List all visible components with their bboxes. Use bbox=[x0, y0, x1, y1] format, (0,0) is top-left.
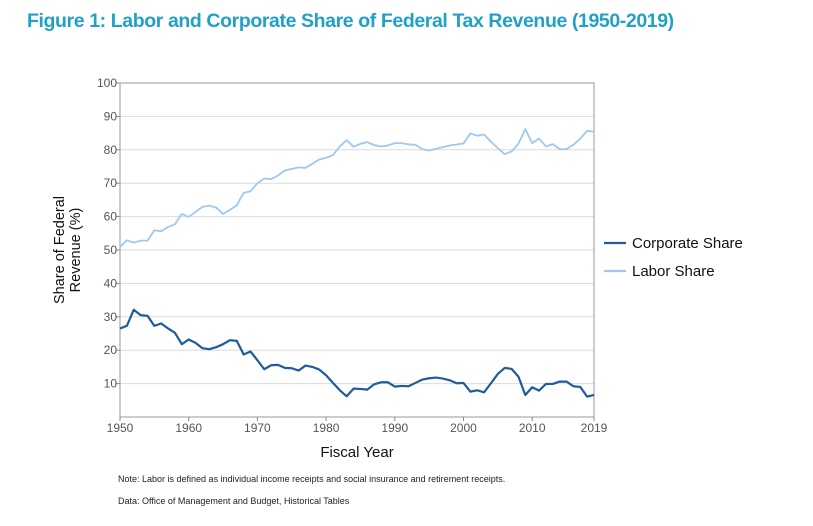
y-tick-label: 10 bbox=[104, 377, 118, 391]
x-tick-label: 1970 bbox=[244, 421, 271, 435]
x-tick-label: 1980 bbox=[313, 421, 340, 435]
legend-label: Corporate Share bbox=[632, 235, 743, 252]
y-tick-label: 40 bbox=[104, 276, 118, 290]
y-tick-label: 50 bbox=[104, 243, 118, 257]
x-tick-label: 1960 bbox=[175, 421, 202, 435]
y-axis-label: Share of FederalRevenue (%) bbox=[52, 196, 84, 304]
y-tick-label: 100 bbox=[97, 76, 117, 90]
y-tick-label: 20 bbox=[104, 343, 118, 357]
x-tick-label: 2010 bbox=[519, 421, 546, 435]
note-text: Note: Labor is defined as individual inc… bbox=[118, 474, 506, 484]
series-line-labor-share bbox=[119, 128, 595, 248]
series-line-corporate-share bbox=[119, 308, 595, 398]
legend-label: Labor Share bbox=[632, 263, 715, 280]
x-tick-label: 1950 bbox=[107, 421, 134, 435]
x-tick-label: 2000 bbox=[450, 421, 477, 435]
y-tick-label: 70 bbox=[104, 176, 118, 190]
x-tick-label: 2019 bbox=[581, 421, 608, 435]
figure-title: Figure 1: Labor and Corporate Share of F… bbox=[27, 10, 674, 32]
y-tick-label: 90 bbox=[104, 109, 118, 123]
plot-frame bbox=[119, 82, 595, 418]
y-tick-label: 80 bbox=[104, 143, 118, 157]
data-source-text: Data: Office of Management and Budget, H… bbox=[118, 496, 350, 506]
x-axis-label: Fiscal Year bbox=[320, 444, 393, 461]
y-tick-label: 60 bbox=[104, 210, 118, 224]
x-tick-label: 1990 bbox=[381, 421, 408, 435]
y-tick-label: 30 bbox=[104, 310, 118, 324]
